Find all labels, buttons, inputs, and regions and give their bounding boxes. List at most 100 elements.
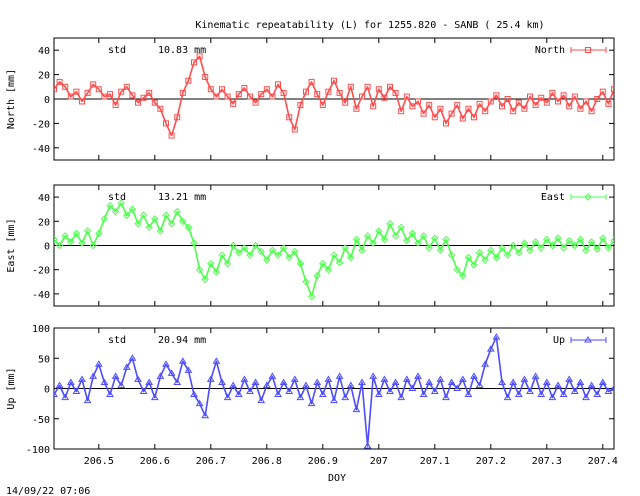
data-point-up [190,390,198,398]
data-point-east [442,235,450,244]
data-point-north [67,93,74,100]
data-point-east [151,215,159,223]
data-point-east [397,223,405,232]
data-point-up [307,399,316,407]
data-point-east [464,253,473,262]
data-point-north [263,86,270,93]
data-point-north [174,114,181,121]
data-point-up [610,384,614,391]
y-tick-label-north: 40 [38,46,50,57]
x-tick-label: 206.8 [252,456,282,467]
data-point-north [62,83,69,90]
data-point-north [370,103,377,110]
data-point-east [358,246,366,255]
data-point-east [352,235,361,244]
y-tick-label-north: -20 [32,119,50,130]
data-point-up [330,396,338,404]
data-point-north [331,77,337,84]
data-point-up [514,390,523,398]
data-point-up [436,375,445,382]
data-point-north [381,94,388,101]
data-point-up [391,378,400,385]
data-point-up [128,354,137,361]
data-point-north [275,81,281,88]
data-point-east [414,239,422,247]
data-point-up [162,360,170,367]
data-point-east [531,238,540,246]
data-point-north [314,91,321,98]
data-point-north [219,86,225,93]
data-point-north [599,88,606,95]
data-point-north [583,98,589,105]
data-point-up [290,375,299,382]
x-tick-label: 207 [370,456,388,467]
data-point-up [526,387,534,395]
data-point-east [391,232,400,240]
data-point-north [459,115,466,122]
data-point-north [151,99,158,106]
data-point-up [72,387,81,395]
data-point-north [493,92,500,99]
data-point-north [549,89,556,96]
data-point-up [201,411,210,419]
data-point-east [380,235,389,244]
data-point-up [66,378,75,385]
y-tick-label-up: -50 [32,415,50,426]
x-tick-label: 206.5 [84,456,114,467]
data-point-up [262,381,271,388]
data-point-north [107,91,113,98]
data-point-east [128,205,137,213]
data-point-north [247,93,253,100]
data-point-north [303,88,309,95]
y-tick-label-east: 40 [38,193,50,204]
y-tick-label-north: 20 [38,71,50,82]
data-point-north [426,102,433,109]
data-point-east [72,229,81,238]
data-point-east [347,253,355,262]
data-point-north [375,86,382,93]
data-point-east [520,239,529,247]
data-point-up [447,378,456,385]
y-axis-label-north: North [mm] [6,69,17,129]
data-point-up [61,393,70,401]
data-point-up [279,378,288,385]
series-up [54,333,614,449]
data-point-east [229,241,237,250]
legend-label-up: Up [553,335,565,346]
data-point-east [470,261,478,269]
data-point-north [482,108,489,115]
data-point-east [509,241,517,250]
data-point-north [56,78,63,85]
data-point-up [178,357,187,364]
data-point-east [582,246,590,255]
data-point-up [498,378,506,385]
data-point-east [291,247,299,256]
panel-east: -40 -20 0 20 40 East [mm] std 13.21 mm East [6,184,615,307]
data-point-north [560,92,567,99]
x-tick-label: 206.7 [196,456,226,467]
data-point-east [543,235,551,244]
data-point-east [195,265,204,274]
data-point-up [492,333,501,340]
data-point-north [185,77,192,84]
data-point-east [515,249,523,257]
data-point-east [330,251,338,259]
data-point-up [380,375,389,382]
data-point-east [117,199,125,207]
data-point-east [369,239,377,247]
data-point-north [588,108,595,115]
data-point-east [571,241,579,250]
data-point-up [559,390,568,398]
data-point-east [313,272,321,280]
data-point-east [95,229,103,238]
y-tick-label-up: 100 [32,324,50,335]
data-point-up [302,381,310,388]
data-point-up [537,390,546,398]
data-point-north [594,96,601,102]
data-point-north [532,102,539,109]
data-point-up [346,381,355,388]
std-label-east: std [108,192,126,203]
std-label-up: std [108,335,126,346]
data-point-north [471,114,477,121]
data-point-north [291,126,298,133]
